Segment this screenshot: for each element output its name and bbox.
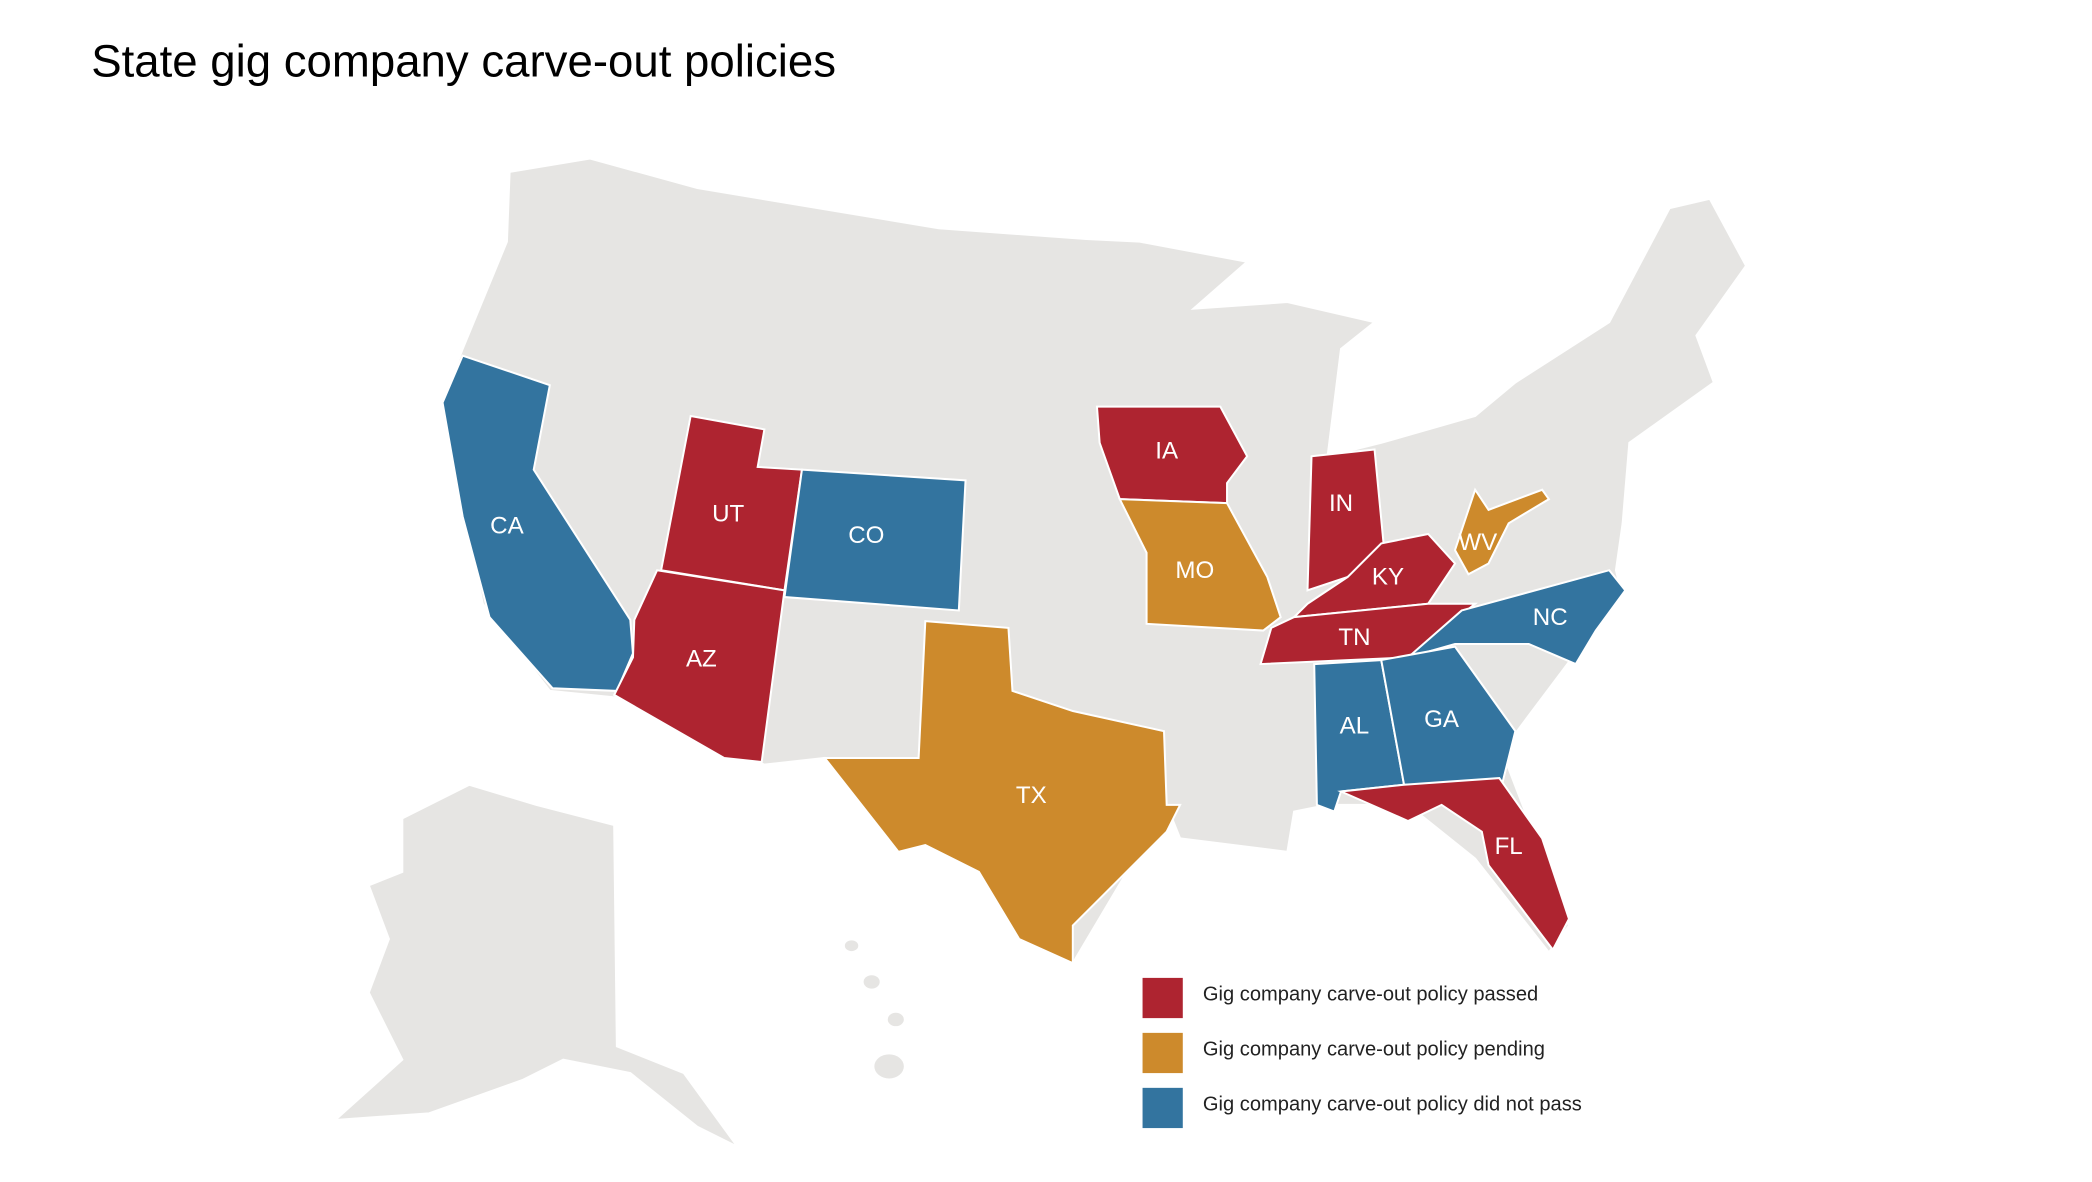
state-label: WV (1458, 529, 1497, 556)
legend-swatch (1142, 1032, 1183, 1074)
state-shape (1095, 405, 1249, 505)
state-shape (822, 620, 1182, 965)
state-shape (612, 569, 786, 764)
state-shape (1337, 777, 1571, 952)
state-label: FL (1495, 833, 1523, 860)
state-shape (783, 468, 967, 612)
legend-label: Gig company carve-out policy passed (1203, 984, 1538, 1006)
state-label: GA (1424, 706, 1460, 733)
state-label: TX (1016, 782, 1047, 809)
state-label: NC (1533, 604, 1568, 631)
legend-swatch (1142, 1087, 1183, 1129)
hawaii-island (887, 1012, 904, 1027)
state-label: AL (1340, 712, 1370, 739)
legend-swatch (1142, 977, 1183, 1019)
state-label: IN (1329, 490, 1353, 517)
map-title: State gig company carve-out policies (91, 36, 836, 87)
legend-label: Gig company carve-out policy did not pas… (1203, 1094, 1582, 1116)
state-label: MO (1175, 557, 1214, 584)
alaska (332, 783, 739, 1148)
legend: Gig company carve-out policy passed Gig c… (1142, 977, 1582, 1129)
hawaii-island (863, 975, 880, 989)
state-shape (1380, 645, 1517, 786)
hawaii-island (844, 940, 859, 952)
states: CA UT CO AZ TX IA MO IN KY WV TN NC AL GA FL (441, 354, 1627, 965)
legend-label: Gig company carve-out policy pending (1203, 1039, 1545, 1061)
state-label: KY (1372, 564, 1404, 591)
state-label: AZ (686, 645, 717, 672)
state-label: TN (1338, 624, 1370, 651)
state-label: CO (848, 522, 884, 549)
state-shape (1118, 498, 1282, 632)
state-shape (1453, 487, 1551, 576)
state-label: UT (712, 501, 744, 528)
state-label: CA (490, 513, 524, 540)
hawaii-island (874, 1054, 904, 1079)
state-label: IA (1155, 438, 1179, 465)
